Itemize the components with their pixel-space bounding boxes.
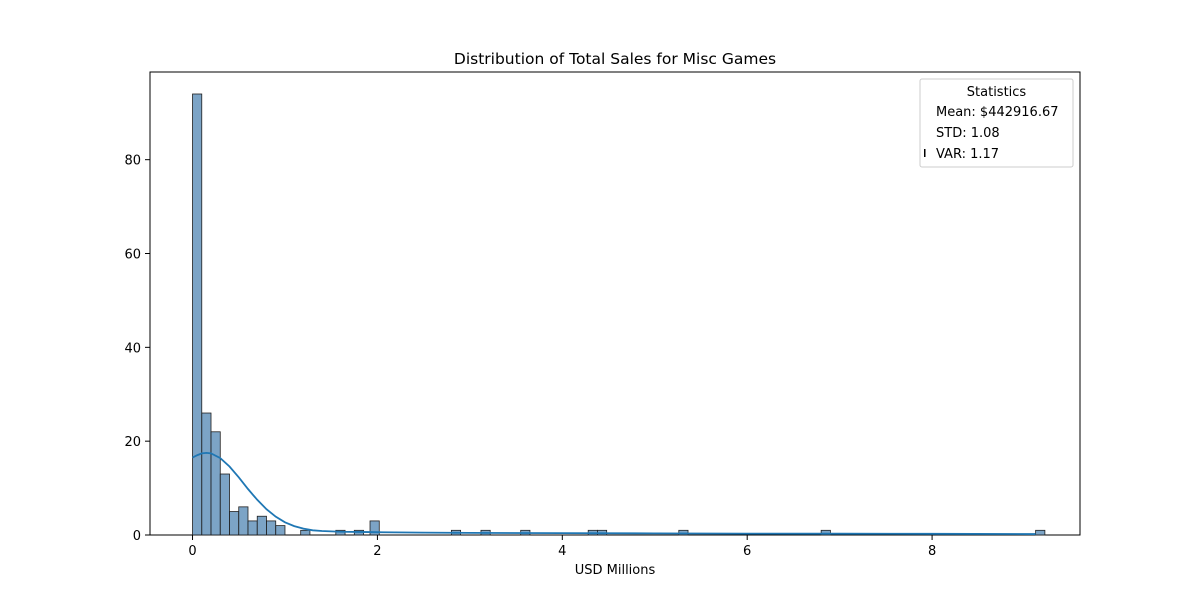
histogram-bar	[238, 506, 249, 536]
histogram-bar	[275, 525, 286, 536]
x-axis-label: USD Millions	[575, 563, 656, 578]
legend-entry-var: VAR: 1.17	[936, 147, 999, 162]
histogram-bar	[820, 529, 831, 536]
legend-title: Statistics	[967, 85, 1027, 100]
histogram-bar	[229, 511, 240, 536]
x-tick-label: 8	[928, 544, 936, 559]
y-tick-label: 60	[124, 248, 141, 263]
histogram-bar	[256, 515, 267, 536]
histogram-bar	[247, 520, 258, 536]
plot-frame	[149, 71, 1081, 536]
histogram-bar	[219, 473, 230, 536]
x-axis-ticks: 0 2 4 6 8	[188, 535, 936, 559]
y-axis-ticks: 0 20 40 60 80	[124, 154, 150, 544]
x-tick-label: 0	[188, 544, 196, 559]
legend-entry-std: STD: 1.08	[936, 126, 1000, 141]
x-tick-label: 2	[373, 544, 381, 559]
histogram-bar	[210, 431, 221, 536]
histogram-bar	[300, 529, 311, 536]
legend-entry-mean: Mean: $442916.67	[936, 105, 1059, 120]
histogram-bar	[1035, 529, 1046, 536]
histogram-bar	[369, 520, 380, 536]
x-tick-label: 6	[743, 544, 751, 559]
histogram-bar	[201, 412, 212, 536]
histogram-bar	[266, 520, 277, 536]
legend-handle-marker	[924, 149, 926, 157]
y-tick-label: 80	[124, 154, 141, 169]
kde-curve	[192, 451, 1036, 535]
y-tick-label: 0	[133, 529, 141, 544]
x-tick-label: 4	[558, 544, 566, 559]
bars-group	[192, 93, 1046, 536]
chart-title: Distribution of Total Sales for Misc Gam…	[454, 50, 776, 68]
histogram-bar	[192, 93, 203, 536]
y-tick-label: 20	[124, 435, 141, 450]
legend: Statistics Mean: $442916.67 STD: 1.08 VA…	[919, 78, 1074, 168]
legend-box	[919, 78, 1074, 168]
y-tick-label: 40	[124, 341, 141, 356]
